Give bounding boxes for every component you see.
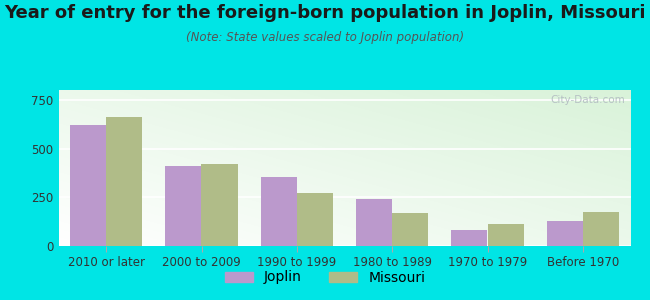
Bar bbox=[547, 221, 583, 246]
Text: Year of entry for the foreign-born population in Joplin, Missouri: Year of entry for the foreign-born popul… bbox=[5, 4, 645, 22]
Text: City-Data.com: City-Data.com bbox=[550, 95, 625, 105]
Bar bbox=[451, 230, 488, 246]
Bar bbox=[297, 193, 333, 246]
Bar bbox=[392, 213, 428, 246]
Bar bbox=[488, 224, 524, 246]
Text: (Note: State values scaled to Joplin population): (Note: State values scaled to Joplin pop… bbox=[186, 32, 464, 44]
Legend: Joplin, Missouri: Joplin, Missouri bbox=[219, 265, 431, 290]
Bar bbox=[261, 177, 297, 246]
Bar bbox=[202, 164, 238, 246]
Bar bbox=[165, 166, 202, 246]
Bar bbox=[583, 212, 619, 246]
Bar bbox=[356, 199, 392, 246]
Bar bbox=[106, 117, 142, 246]
Bar bbox=[70, 125, 106, 246]
